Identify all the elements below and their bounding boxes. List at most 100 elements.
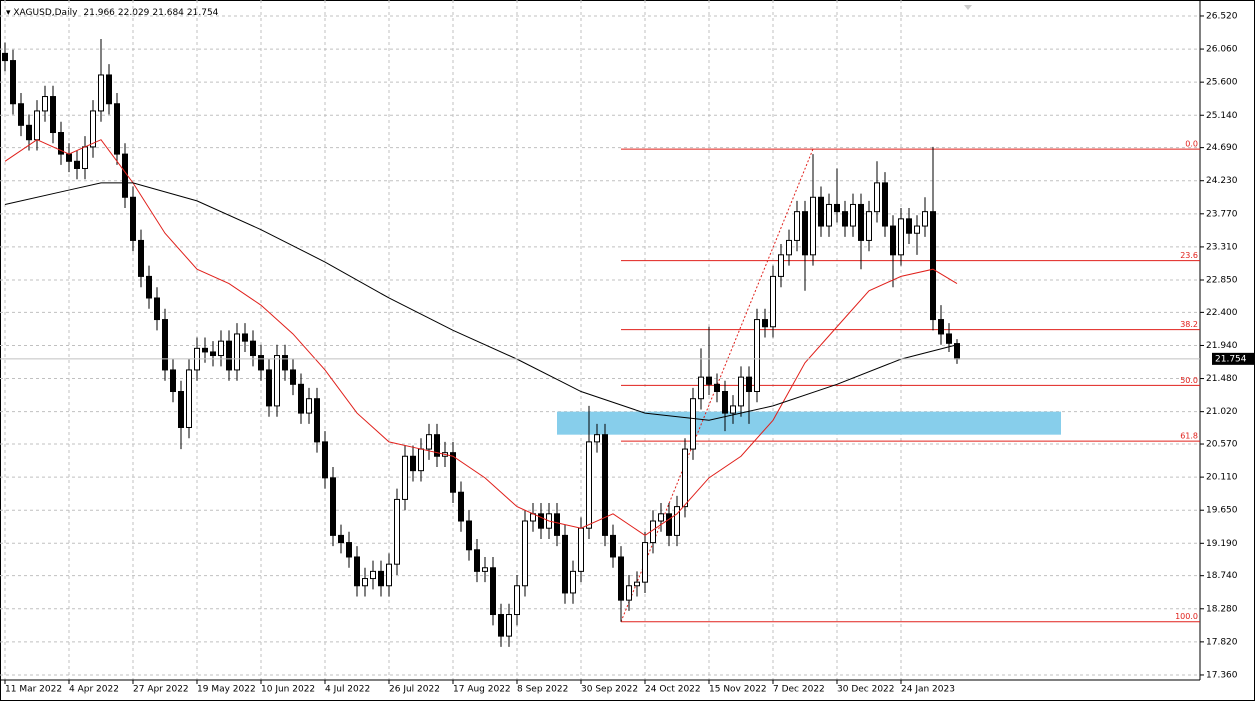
candle-body [82, 146, 88, 169]
candle-body [186, 369, 192, 428]
y-tick-label: 17.820 [1206, 637, 1238, 647]
candle-body [658, 513, 664, 522]
candle-body [730, 405, 736, 414]
candle-body [626, 585, 632, 601]
y-tick-label: 19.650 [1206, 506, 1238, 516]
candle-body [90, 110, 96, 148]
candle-body [170, 369, 176, 393]
candle-body [698, 376, 704, 400]
candle-body [506, 614, 512, 637]
candle-body [570, 570, 576, 594]
candle-body [762, 319, 768, 328]
candle-body [370, 570, 376, 580]
x-tick-label: 8 Sep 2022 [517, 685, 568, 695]
candle-body [826, 203, 832, 227]
candle-body [938, 319, 944, 335]
candle-body [402, 455, 408, 500]
candle-body [906, 218, 912, 234]
candle-body [298, 383, 304, 414]
moving-average [4, 182, 958, 421]
candle-body [250, 340, 256, 357]
x-tick-label: 26 Jul 2022 [389, 685, 440, 695]
x-tick-label: 17 Aug 2022 [453, 685, 511, 695]
candle-body [58, 132, 64, 155]
candle-body [874, 182, 880, 213]
fibo-label: 100.0 [1175, 612, 1198, 621]
candle-body [162, 319, 168, 371]
candle-body [258, 355, 264, 371]
candle-body [594, 434, 600, 443]
candle-body [882, 182, 888, 227]
candle-body [586, 441, 592, 529]
x-tick-label: 24 Jan 2023 [901, 685, 955, 695]
candle-body [122, 153, 128, 198]
candle-body [770, 275, 776, 328]
candle-body [538, 513, 544, 529]
candle-body [290, 369, 296, 385]
candle-body [226, 340, 232, 371]
x-tick-label: 30 Dec 2022 [837, 685, 895, 695]
candle-body [202, 347, 208, 353]
y-tick-label: 20.110 [1206, 473, 1238, 483]
x-tick-label: 7 Dec 2022 [773, 685, 825, 695]
y-tick-label: 19.190 [1206, 539, 1238, 549]
candle-body [410, 455, 416, 472]
last-close: 21.754 [187, 8, 219, 18]
candle-body [714, 383, 720, 393]
candle-body [266, 369, 272, 407]
candle-body [562, 534, 568, 594]
candle-body [450, 452, 456, 493]
candle-body [66, 153, 72, 162]
y-tick-label: 23.770 [1206, 209, 1238, 219]
candle-body [834, 203, 840, 213]
candle-body [946, 333, 952, 344]
candle-body [634, 581, 640, 587]
candle-body [818, 196, 824, 227]
candle-body [722, 391, 728, 414]
x-tick-label: 11 Mar 2022 [5, 685, 62, 695]
candle-body [346, 542, 352, 558]
candle-body [18, 103, 24, 126]
candle-body [650, 520, 656, 544]
last-low: 21.684 [152, 8, 184, 18]
candle-body [466, 520, 472, 551]
candle-body [306, 398, 312, 414]
candle-body [34, 110, 40, 141]
zone [557, 411, 1061, 435]
menu-icon: ▾ [6, 8, 13, 18]
candle-body [362, 578, 368, 587]
candle-body [386, 563, 392, 587]
candle-body [858, 203, 864, 241]
candle-body [394, 498, 400, 565]
candle-body [930, 211, 936, 321]
candle-body [138, 239, 144, 277]
candle-body [98, 74, 104, 112]
y-tick-label: 18.280 [1206, 604, 1238, 614]
candle-body [890, 225, 896, 256]
candle-body [778, 254, 784, 277]
candle-body [850, 203, 856, 227]
candle-body [338, 534, 344, 544]
header: ▾ XAGUSD,Daily 21.966 22.029 21.684 21.754 [6, 8, 219, 18]
x-tick-label: 4 Jul 2022 [325, 685, 370, 695]
candle-body [738, 376, 744, 407]
candle-body [74, 160, 80, 169]
price-box [1212, 352, 1254, 365]
shift-marker [964, 5, 972, 10]
candle-body [754, 319, 760, 393]
symbol: XAGUSD,Daily [13, 8, 78, 18]
candle-body [330, 477, 336, 536]
candle-body [898, 218, 904, 256]
candle-body [666, 513, 672, 536]
candle-body [130, 196, 136, 241]
fibo-label: 23.6 [1180, 251, 1198, 260]
candle-body [922, 211, 928, 227]
candle-body [314, 398, 320, 443]
candle-body [154, 297, 160, 321]
y-tick-label: 22.400 [1206, 308, 1238, 318]
candle-body [178, 391, 184, 428]
y-tick-label: 17.360 [1206, 670, 1238, 680]
candle-body [354, 556, 360, 587]
